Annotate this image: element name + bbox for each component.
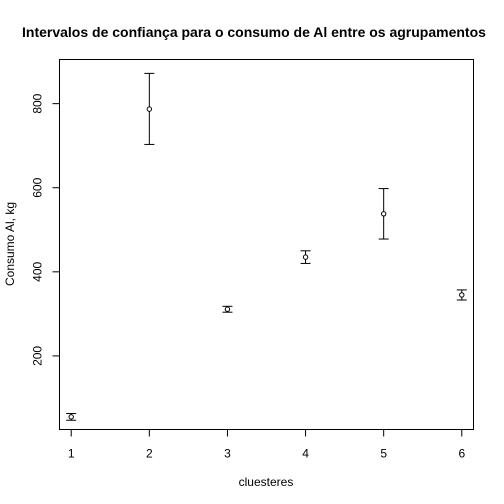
plot-frame [59,59,474,430]
error-bars-layer [66,72,467,421]
y-tick-label: 800 [31,93,45,113]
mean-point [146,106,153,112]
y-tick-label: 400 [31,261,45,281]
mean-point [380,211,387,217]
mean-point [459,292,465,298]
y-tick-label: 200 [31,346,45,366]
y-axis-label: Consumo Al, kg [3,202,17,286]
x-tick-label: 4 [302,447,309,461]
mean-point [302,254,309,260]
y-tick-label: 600 [31,177,45,197]
x-axis: 1 2 3 4 5 6 [68,429,465,461]
x-axis-label: cluesteres [239,475,294,489]
mean-point [68,414,74,420]
x-tick-label: 1 [68,447,75,461]
x-tick-label: 2 [146,447,153,461]
y-axis: 200 400 600 800 [31,93,60,366]
x-tick-label: 5 [380,447,387,461]
x-tick-label: 3 [224,447,231,461]
mean-point [224,306,231,312]
chart-title: Intervalos de confiança para o consumo d… [22,24,486,40]
x-tick-label: 6 [458,447,465,461]
